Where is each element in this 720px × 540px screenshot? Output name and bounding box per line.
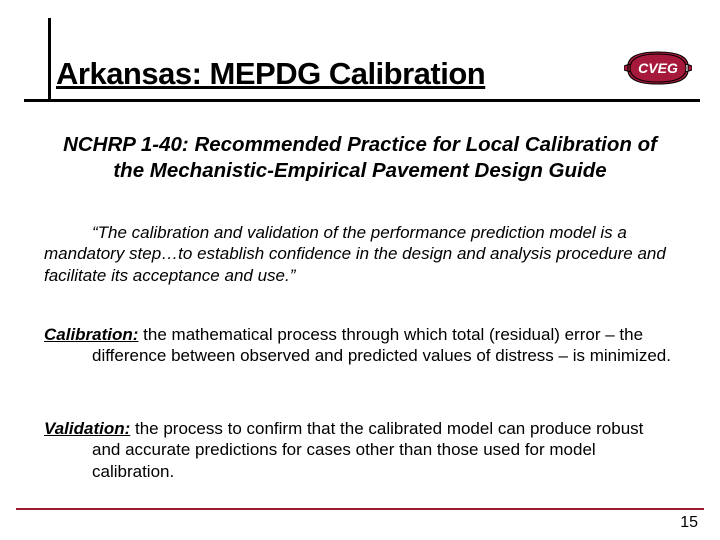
slide-title: Arkansas: MEPDG Calibration — [56, 56, 485, 92]
logo-text: CVEG — [638, 60, 678, 76]
page-number: 15 — [680, 514, 698, 532]
slide-subtitle: NCHRP 1-40: Recommended Practice for Loc… — [56, 132, 664, 183]
calibration-definition: Calibration: the mathematical process th… — [44, 324, 676, 367]
calibration-text: the mathematical process through which t… — [92, 325, 671, 365]
footer-rule — [16, 508, 704, 510]
validation-term: Validation: — [44, 419, 130, 438]
quote-text: “The calibration and validation of the p… — [44, 223, 666, 285]
org-logo: CVEG — [624, 48, 692, 88]
title-underline — [24, 99, 700, 102]
validation-definition: Validation: the process to confirm that … — [44, 418, 676, 482]
quote-paragraph: “The calibration and validation of the p… — [44, 222, 676, 286]
title-vertical-rule — [48, 18, 51, 102]
validation-text: the process to confirm that the calibrat… — [92, 419, 643, 481]
calibration-term: Calibration: — [44, 325, 138, 344]
